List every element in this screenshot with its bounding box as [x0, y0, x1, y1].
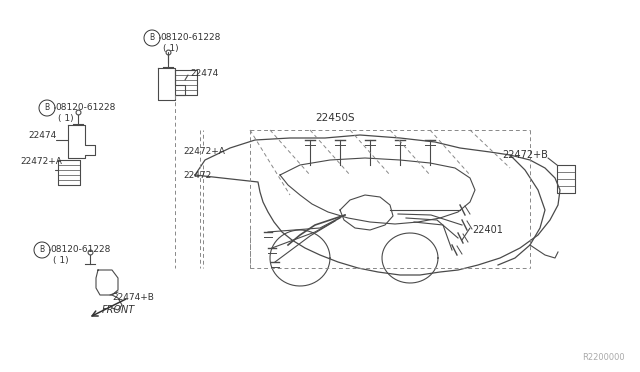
Text: 22472+A: 22472+A	[20, 157, 62, 167]
Text: 08120-61228: 08120-61228	[50, 246, 110, 254]
Text: 22472: 22472	[183, 170, 211, 180]
Text: B: B	[149, 33, 155, 42]
Text: 22474: 22474	[28, 131, 56, 140]
Text: 22474: 22474	[190, 68, 218, 77]
Text: R2200000: R2200000	[582, 353, 625, 362]
Text: B: B	[44, 103, 49, 112]
Text: ( 1): ( 1)	[58, 113, 74, 122]
Text: ( 1): ( 1)	[163, 44, 179, 52]
Text: 22472+A: 22472+A	[183, 148, 225, 157]
Text: 22401: 22401	[472, 225, 503, 235]
Text: ( 1): ( 1)	[53, 256, 68, 264]
Text: 22472+B: 22472+B	[502, 150, 548, 160]
Text: B: B	[40, 246, 45, 254]
Text: 22450S: 22450S	[315, 113, 355, 123]
Text: 22474+B: 22474+B	[112, 294, 154, 302]
Text: 08120-61228: 08120-61228	[55, 103, 115, 112]
Text: 08120-61228: 08120-61228	[160, 33, 220, 42]
Text: FRONT: FRONT	[101, 305, 134, 315]
